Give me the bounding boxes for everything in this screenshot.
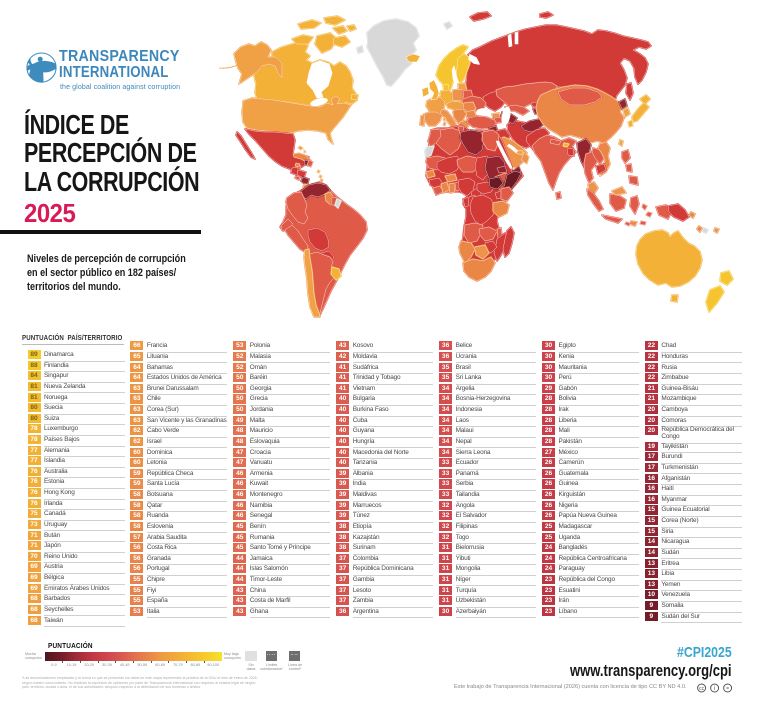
svg-text:cc: cc <box>699 686 705 692</box>
svg-text:=: = <box>726 686 729 692</box>
svg-text:i: i <box>714 686 715 692</box>
